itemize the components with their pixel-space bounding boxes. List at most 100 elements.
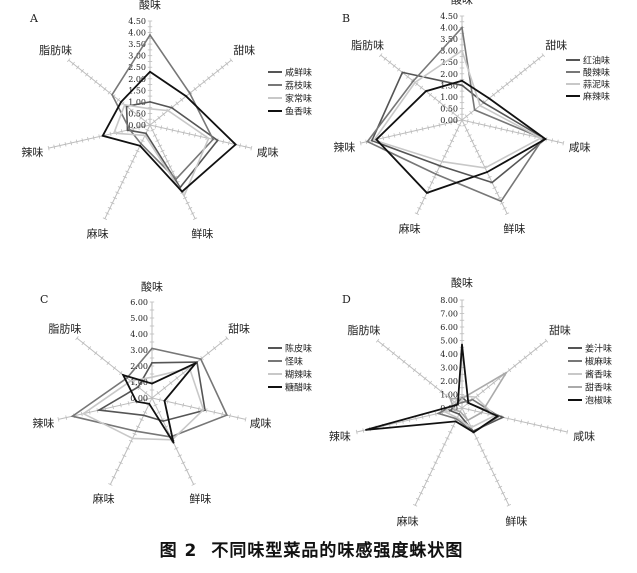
axis-tick — [504, 212, 510, 216]
axis-tick — [175, 376, 179, 381]
axis-tick — [496, 89, 500, 94]
axis-tick — [392, 63, 396, 68]
axis-label-fatty: 脂肪味 — [351, 38, 384, 52]
axis-tick — [157, 115, 161, 120]
data-point — [437, 412, 440, 415]
axis-tick — [507, 416, 509, 421]
axis-tick — [185, 201, 190, 205]
axis-tick — [181, 461, 186, 465]
axis-tick — [532, 60, 536, 65]
data-point — [183, 194, 185, 197]
axis-tick — [412, 368, 417, 373]
axis-tick — [551, 138, 554, 143]
series-line — [111, 33, 215, 181]
tick-label: 2.00 — [440, 70, 458, 79]
legend-label: 糊辣味 — [285, 369, 312, 381]
axis-tick — [144, 391, 148, 395]
data-point — [194, 362, 197, 364]
data-point — [202, 408, 205, 411]
axis-tick — [216, 68, 220, 73]
data-point — [461, 397, 463, 400]
data-point — [204, 409, 206, 412]
data-point — [199, 358, 202, 360]
axis-tick — [519, 71, 523, 76]
axis-tick — [416, 128, 418, 133]
axis-tick — [47, 145, 50, 151]
data-point — [472, 431, 475, 434]
axis-tick — [379, 53, 383, 58]
data-point — [441, 160, 443, 163]
axis-label-numbing: 麻味 — [93, 491, 115, 505]
axis-tick — [397, 67, 401, 72]
axis-tick — [566, 429, 569, 435]
tick-label: 1.00 — [440, 391, 458, 400]
data-point — [216, 139, 219, 142]
axis-tick — [428, 413, 430, 418]
axis-tick — [517, 130, 520, 136]
axis-tick — [436, 455, 441, 458]
data-point — [149, 100, 151, 103]
tick-label: 3.00 — [130, 346, 148, 355]
axis-tick — [184, 468, 189, 472]
axis-tick — [362, 428, 365, 433]
axis-tick — [130, 108, 134, 113]
axis-tick — [404, 130, 407, 136]
axis-tick — [125, 447, 130, 450]
axis-tick — [58, 143, 61, 148]
axis-tick — [80, 68, 84, 73]
axis-tick — [523, 131, 525, 137]
axis-tick — [130, 160, 135, 163]
axis-tick — [106, 361, 110, 366]
axis-tick — [445, 437, 450, 440]
axis-tick — [559, 428, 562, 433]
axis-tick — [53, 144, 56, 150]
axis-label-fatty: 脂肪味 — [348, 323, 381, 337]
series-line — [101, 70, 237, 193]
axis-tick — [160, 125, 163, 130]
axis-tick — [200, 356, 204, 361]
axis-tick — [125, 170, 130, 174]
axis-tick — [213, 410, 216, 415]
axis-tick — [513, 417, 516, 423]
axis-tick — [474, 408, 477, 414]
axis-tick — [553, 426, 556, 432]
legend-label: 陈皮味 — [285, 343, 312, 355]
data-point — [479, 104, 481, 107]
axis-tick — [221, 411, 224, 417]
legend-label: 麻辣味 — [583, 91, 610, 103]
axis-tick — [81, 341, 85, 346]
axis-tick — [188, 131, 191, 137]
axis-tick — [206, 351, 210, 356]
series-line — [370, 71, 547, 184]
axis-tick — [446, 107, 451, 112]
axis-tick — [467, 134, 472, 137]
legend-label: 椒麻味 — [585, 356, 612, 368]
data-point — [456, 403, 459, 406]
data-point — [167, 109, 169, 112]
axis-tick — [129, 439, 134, 443]
data-point — [426, 191, 428, 194]
data-point — [486, 171, 488, 173]
legend-label: 蒜泥味 — [583, 79, 610, 91]
data-point — [505, 371, 508, 374]
axis-tick — [391, 351, 396, 356]
axis-tick — [155, 139, 160, 142]
axis-tick — [229, 413, 231, 419]
legend-label: 甜香味 — [585, 382, 612, 394]
data-point — [122, 374, 125, 376]
data-point — [148, 402, 151, 405]
tick-label: 3.50 — [128, 40, 146, 49]
axis-tick — [150, 128, 155, 132]
data-point — [461, 401, 463, 404]
axis-tick — [75, 336, 79, 341]
legend-label: 酸辣味 — [583, 67, 610, 79]
axis-tick — [105, 212, 110, 215]
axis-tick — [137, 386, 142, 390]
series-line — [443, 395, 497, 429]
axis-label-salty: 咸味 — [573, 430, 595, 443]
axis-label-sweet: 甜味 — [233, 44, 255, 57]
axis-tick — [199, 134, 202, 139]
